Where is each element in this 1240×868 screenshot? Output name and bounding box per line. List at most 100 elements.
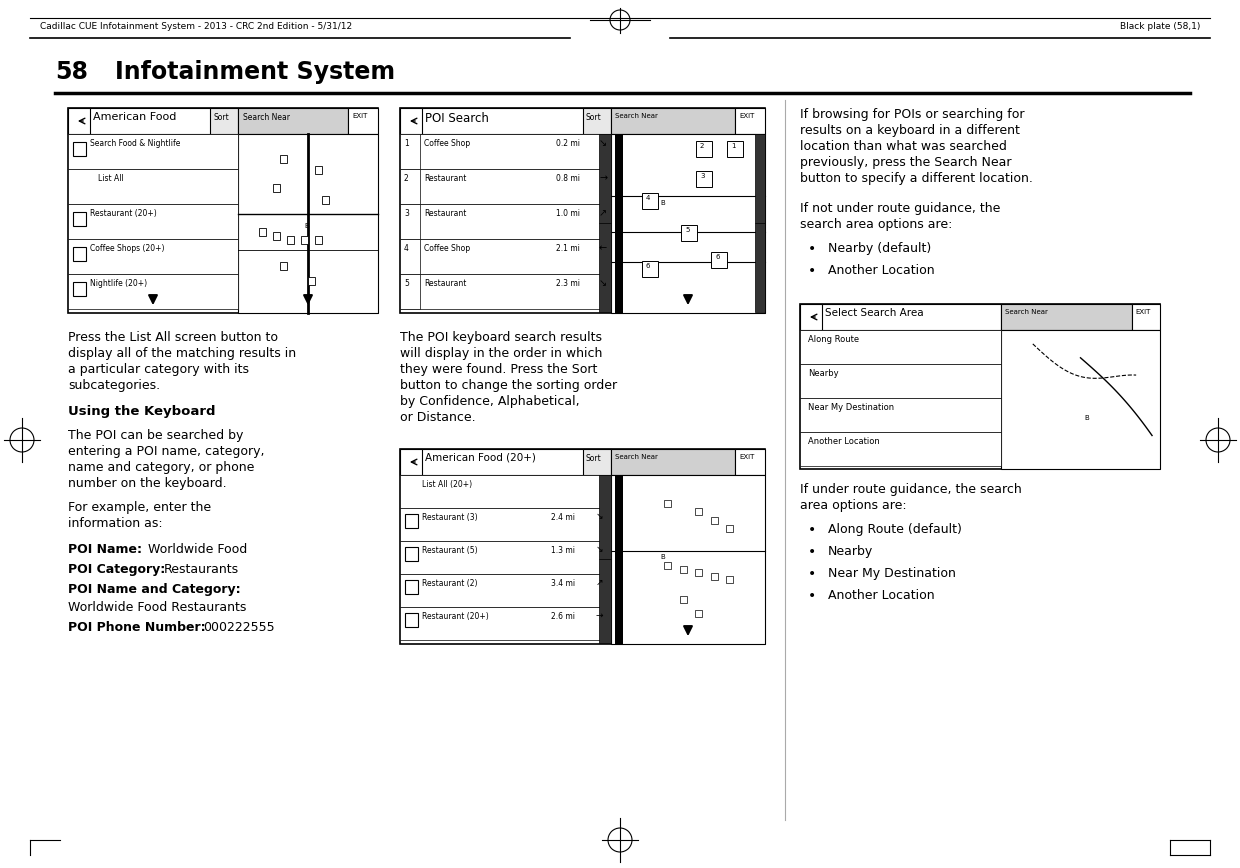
Text: Sort: Sort [213,113,228,122]
Bar [401,239,420,274]
Bar [696,171,712,187]
Bar [273,232,280,240]
Text: Restaurant (20+): Restaurant (20+) [422,612,489,621]
Bar [755,134,765,223]
Bar [68,204,238,239]
Bar [611,449,735,475]
Bar [694,610,702,617]
Text: B: B [660,200,665,206]
Text: EXIT: EXIT [739,454,754,460]
Text: ↘: ↘ [599,278,608,288]
Text: display all of the matching results in: display all of the matching results in [68,347,296,360]
Bar [405,514,418,528]
Text: Restaurant: Restaurant [424,209,466,218]
Text: American Food: American Food [93,112,176,122]
Text: •: • [808,242,816,256]
Bar [405,613,418,627]
Text: Sort: Sort [587,454,601,463]
Bar [68,169,238,204]
Text: •: • [808,545,816,559]
Bar [401,449,611,475]
Text: B: B [660,554,665,560]
Text: 2.1 mi: 2.1 mi [556,244,580,253]
Text: If browsing for POIs or searching for: If browsing for POIs or searching for [800,108,1024,121]
Bar [401,204,420,239]
Bar [401,204,611,239]
Text: 2: 2 [701,143,704,149]
Bar [68,274,238,309]
Text: If under route guidance, the search: If under route guidance, the search [800,483,1022,496]
Bar [280,262,286,270]
Text: Coffee Shop: Coffee Shop [424,244,470,253]
Text: 4: 4 [646,195,650,201]
Bar [583,108,611,134]
Text: Coffee Shops (20+): Coffee Shops (20+) [91,244,165,253]
Bar [238,134,378,313]
Bar [68,108,238,134]
Bar [259,228,267,236]
Bar [401,169,420,204]
Bar [68,108,378,313]
Bar [599,559,611,643]
Text: 6: 6 [646,263,651,269]
Text: ↗: ↗ [596,578,604,587]
Bar [401,449,765,644]
Bar [401,274,420,309]
Bar [680,566,687,573]
Text: 3.4 mi: 3.4 mi [551,579,575,588]
Bar [322,196,329,204]
Text: Another Location: Another Location [808,437,879,446]
Bar [273,184,280,192]
Text: Sort: Sort [587,113,601,122]
Bar [73,282,86,296]
Text: 000222555: 000222555 [203,621,274,634]
Bar [711,517,718,524]
Text: by Confidence, Alphabetical,: by Confidence, Alphabetical, [401,395,579,408]
Text: 1: 1 [732,143,735,149]
Bar [800,432,1001,466]
Bar [315,236,322,244]
Text: →: → [599,173,608,183]
Text: Search Food & Nightlife: Search Food & Nightlife [91,139,180,148]
Bar [401,108,611,134]
Bar [68,108,91,134]
Bar [694,508,702,515]
Bar [73,142,86,156]
Text: Restaurant (3): Restaurant (3) [422,513,477,522]
Bar [1132,304,1159,330]
Text: POI Category:: POI Category: [68,563,165,576]
Bar [405,580,418,594]
Bar [210,108,238,134]
Text: 2.4 mi: 2.4 mi [551,513,575,522]
Text: a particular category with its: a particular category with its [68,363,249,376]
Text: •: • [808,523,816,537]
Bar [286,236,294,244]
Bar [663,500,671,507]
Text: The POI can be searched by: The POI can be searched by [68,429,243,442]
Text: Select Search Area: Select Search Area [825,308,924,318]
Text: results on a keyboard in a different: results on a keyboard in a different [800,124,1019,137]
Bar [735,449,765,475]
Text: Worldwide Food Restaurants: Worldwide Food Restaurants [68,601,247,614]
Text: Restaurant: Restaurant [424,279,466,288]
Bar [401,274,611,309]
Text: Search Near: Search Near [615,454,658,460]
Bar [599,134,611,223]
Bar [642,261,658,277]
Text: 0.2 mi: 0.2 mi [556,139,580,148]
Text: Near My Destination: Near My Destination [828,567,956,580]
Text: If not under route guidance, the: If not under route guidance, the [800,202,1001,215]
Text: 3: 3 [701,173,704,179]
Text: button to specify a different location.: button to specify a different location. [800,172,1033,185]
Bar [800,364,1001,398]
Text: ↘: ↘ [599,138,608,148]
Bar [711,252,727,268]
Text: Restaurants: Restaurants [164,563,239,576]
Text: Search Near: Search Near [243,113,290,122]
Text: For example, enter the: For example, enter the [68,501,211,514]
Text: ←: ← [599,243,608,253]
Text: •: • [808,589,816,603]
Bar [73,247,86,261]
Bar [755,223,765,312]
Bar [615,475,622,644]
